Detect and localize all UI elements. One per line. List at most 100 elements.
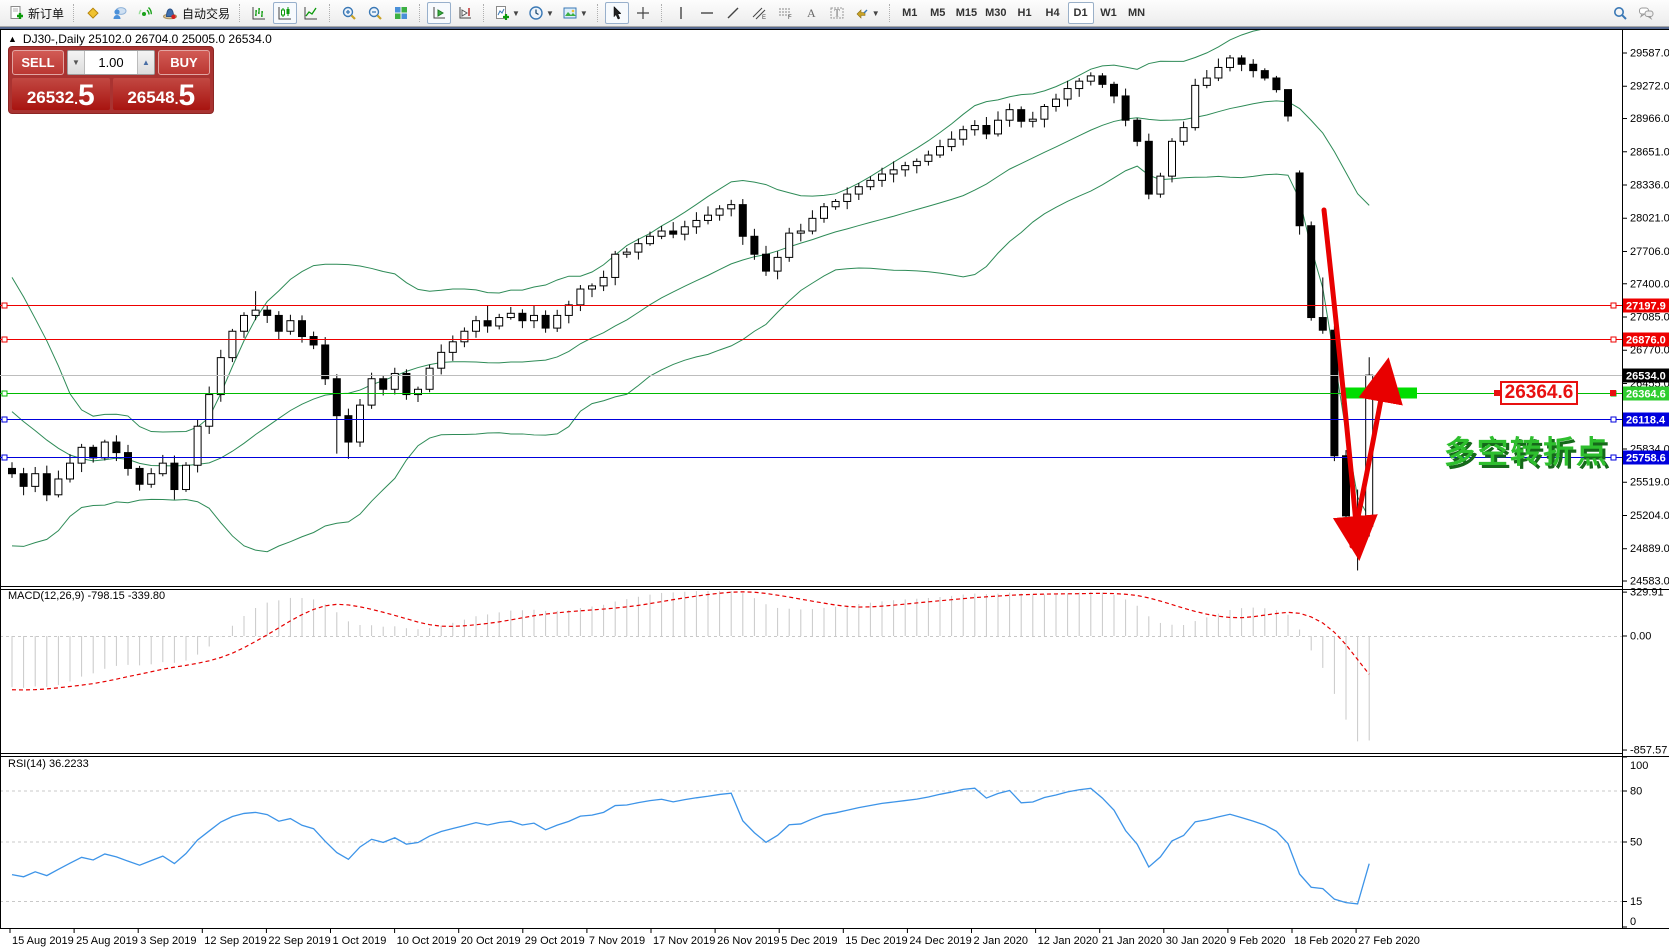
bear-candle xyxy=(483,320,492,327)
svg-text:20 Oct 2019: 20 Oct 2019 xyxy=(461,935,521,947)
search-button[interactable] xyxy=(1608,2,1632,24)
collapse-panel-icon[interactable]: ▲ xyxy=(8,34,17,44)
svg-text:24 Dec 2019: 24 Dec 2019 xyxy=(909,935,971,947)
zoom-in-button[interactable] xyxy=(337,2,361,24)
bull-candle xyxy=(599,276,608,287)
auto-scroll-button[interactable] xyxy=(427,2,452,24)
bear-candle xyxy=(112,441,121,454)
timeframe-d1[interactable]: D1 xyxy=(1067,2,1094,24)
volume-decrease-button[interactable]: ▼ xyxy=(68,51,85,74)
buy-button[interactable]: BUY xyxy=(158,50,210,75)
volume-input[interactable] xyxy=(85,51,137,74)
price-axis: 29587.0 29272.0 28966.0 28651.0 28336.0 28021… xyxy=(1623,48,1669,928)
text-a-icon: A xyxy=(807,6,816,20)
equidistant-channel-tool[interactable]: E xyxy=(747,2,771,24)
timeframe-w1[interactable]: W1 xyxy=(1096,2,1122,24)
sell-button[interactable]: SELL xyxy=(12,50,64,75)
indicators-button[interactable]: ▼ xyxy=(491,2,523,24)
bull-candle xyxy=(1179,127,1188,142)
bull-candle xyxy=(216,357,225,396)
volume-stepper: ▼ ▲ xyxy=(67,50,155,75)
bull-candle xyxy=(994,119,1002,135)
cursor-tool-button[interactable] xyxy=(604,2,629,24)
svg-text:15: 15 xyxy=(1630,896,1642,908)
svg-text:50: 50 xyxy=(1630,837,1642,849)
arrows-tool[interactable]: ▼ xyxy=(851,2,883,24)
rsi-indicator xyxy=(1,787,1622,905)
timeframe-m15[interactable]: M15 xyxy=(953,2,980,24)
text-label-tool[interactable]: T xyxy=(825,2,849,24)
svg-text:17 Nov 2019: 17 Nov 2019 xyxy=(653,935,715,947)
zoom-out-button[interactable] xyxy=(363,2,387,24)
chat-icon xyxy=(1639,7,1654,20)
autotrading-button[interactable]: 自动交易 xyxy=(159,2,233,24)
templates-button[interactable]: ▼ xyxy=(559,2,591,24)
bear-candle xyxy=(738,204,747,237)
styler-button[interactable] xyxy=(81,2,105,24)
timeframe-m30[interactable]: M30 xyxy=(982,2,1009,24)
timeframe-h1[interactable]: H1 xyxy=(1012,2,1038,24)
svg-text:26 Nov 2019: 26 Nov 2019 xyxy=(717,935,779,947)
buy-price-display[interactable]: 26548. 5 xyxy=(112,78,210,111)
bear-candle xyxy=(1318,317,1327,331)
bull-candle xyxy=(889,169,898,175)
timeframe-mn[interactable]: MN xyxy=(1124,2,1150,24)
bear-candle xyxy=(42,473,51,496)
red-arrow-up xyxy=(1349,357,1403,549)
tile-windows-button[interactable] xyxy=(389,2,413,24)
bull-candle xyxy=(576,288,585,306)
decimal-sep: . xyxy=(174,91,179,107)
new-order-icon xyxy=(10,6,23,19)
price-badge-25758.6: 25758.6 xyxy=(1626,453,1666,465)
new-order-button[interactable]: 新订单 xyxy=(5,2,67,24)
template-icon xyxy=(563,7,577,19)
bull-candle xyxy=(77,446,86,464)
bull-candle xyxy=(866,179,875,188)
chart-drawings[interactable] xyxy=(1321,207,1616,561)
bull-candle xyxy=(251,309,260,316)
line-chart-button[interactable] xyxy=(299,2,323,24)
timeframe-h4[interactable]: H4 xyxy=(1040,2,1066,24)
tile-windows-icon xyxy=(395,7,408,19)
bear-candle xyxy=(541,314,550,329)
text-tool[interactable]: A xyxy=(799,2,823,24)
candlestick-chart-button[interactable] xyxy=(273,2,298,24)
bear-candle xyxy=(1295,172,1304,227)
sell-price-display[interactable]: 26532. 5 xyxy=(12,78,110,111)
horizontal-line-tool[interactable] xyxy=(695,2,719,24)
svg-text:25204.0: 25204.0 xyxy=(1630,510,1669,522)
price-badge-26118.4: 26118.4 xyxy=(1626,415,1666,427)
timeframe-m5[interactable]: M5 xyxy=(925,2,951,24)
pane-borders xyxy=(0,29,1669,929)
price-badge-26364.6: 26364.6 xyxy=(1626,389,1666,401)
bull-candle xyxy=(785,232,794,258)
buy-price-int: 26548 xyxy=(127,88,175,107)
trendline-tool[interactable] xyxy=(721,2,745,24)
dropdown-caret: ▼ xyxy=(579,8,588,18)
bull-candle xyxy=(1075,80,1084,90)
bear-candle xyxy=(1017,109,1026,122)
bear-candle xyxy=(518,312,527,322)
bull-candle xyxy=(158,462,167,475)
fibonacci-tool[interactable]: F xyxy=(773,2,797,24)
signals-button[interactable] xyxy=(133,2,157,24)
volume-increase-button[interactable]: ▲ xyxy=(137,51,154,74)
bear-candle xyxy=(1272,77,1281,91)
community-button[interactable] xyxy=(107,2,131,24)
text-label-icon: T xyxy=(830,7,844,20)
bear-candle xyxy=(1249,63,1258,72)
chat-button[interactable] xyxy=(1634,2,1658,24)
timeframe-m1[interactable]: M1 xyxy=(897,2,923,24)
chart-shift-button[interactable] xyxy=(453,2,477,24)
bar-chart-button[interactable] xyxy=(247,2,271,24)
bull-candle xyxy=(506,312,515,319)
svg-text:25519.0: 25519.0 xyxy=(1630,477,1669,489)
bull-candle xyxy=(854,186,863,195)
chinese-annotation-text[interactable]: 多空转折点 xyxy=(1444,435,1609,470)
vertical-line-tool[interactable] xyxy=(669,2,693,24)
periods-button[interactable]: ▼ xyxy=(525,2,557,24)
bull-candle xyxy=(460,330,469,343)
crosshair-tool-button[interactable] xyxy=(631,2,655,24)
price-text-label[interactable]: 26364.6 xyxy=(1500,381,1578,405)
